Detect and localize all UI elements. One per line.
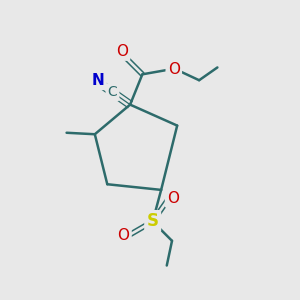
Text: O: O (167, 191, 179, 206)
Text: N: N (92, 73, 105, 88)
Text: O: O (118, 228, 130, 243)
Text: S: S (147, 212, 159, 230)
Text: O: O (168, 61, 180, 76)
Text: S: S (147, 212, 159, 230)
Text: C: C (108, 85, 117, 99)
Text: C: C (108, 85, 117, 99)
Text: N: N (92, 73, 105, 88)
Text: O: O (118, 228, 130, 243)
Text: O: O (116, 44, 128, 59)
Text: O: O (168, 61, 180, 76)
Text: O: O (116, 44, 128, 59)
Text: O: O (167, 191, 179, 206)
